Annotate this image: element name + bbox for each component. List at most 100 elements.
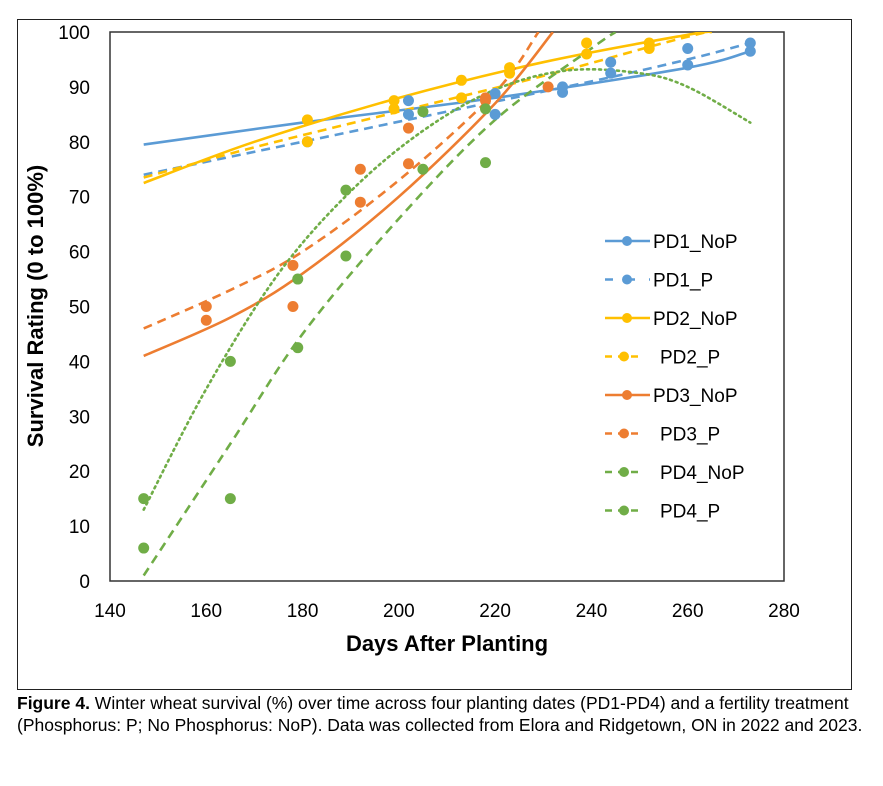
x-tick-label: 280 (768, 601, 800, 622)
point-pd4-p (138, 542, 150, 554)
point-pd3-nop (542, 81, 554, 93)
trendline-pd4-p (142, 32, 617, 577)
y-tick-label: 80 (69, 133, 90, 154)
trendline-pd2-p (143, 32, 708, 179)
y-axis-label: Survival Rating (0 to 100%) (23, 165, 48, 447)
legend-label: PD1_P (653, 271, 713, 292)
point-pd3-nop (287, 301, 299, 312)
figure-caption: Figure 4. Winter wheat survival (%) over… (17, 692, 867, 736)
x-axis-label: Days After Planting (346, 631, 548, 656)
trendline-pd1-p (143, 41, 751, 177)
point-pd2-nop (581, 37, 593, 49)
x-tick-label: 200 (383, 601, 415, 622)
point-pd1-p (605, 67, 617, 79)
y-tick-label: 10 (69, 517, 90, 538)
point-pd2-nop (301, 114, 313, 126)
point-pd2-p (643, 42, 655, 54)
point-pd4-p (340, 250, 352, 262)
point-pd3-p (200, 301, 212, 312)
point-pd1-nop (605, 56, 617, 68)
point-pd2-p (301, 136, 313, 148)
legend-item-pd2-p: PD2_P (605, 348, 720, 369)
chart: 140 160 180 200 220 240 260 280 0 10 20 30 40 50 60 70 8… (23, 23, 800, 656)
point-pd4-p (292, 342, 304, 354)
point-pd2-p (388, 103, 400, 115)
x-tick-label: 240 (576, 601, 608, 622)
point-pd4-nop (480, 103, 492, 115)
caption-label: Figure 4. (17, 693, 90, 713)
legend-swatch-marker (619, 351, 629, 362)
x-tick-label: 140 (94, 601, 126, 622)
y-tick-label: 30 (69, 407, 90, 428)
y-tick-label: 90 (69, 78, 90, 99)
legend-swatch-marker (622, 390, 632, 400)
legend-label: PD3_P (660, 425, 720, 446)
x-tick-label: 220 (479, 601, 511, 622)
point-pd4-p (417, 163, 429, 175)
point-pd4-nop (292, 273, 304, 285)
point-pd4-nop (417, 106, 429, 118)
point-pd2-nop (455, 74, 467, 86)
point-pd1-p (489, 87, 501, 99)
point-pd1-nop (402, 95, 414, 107)
y-tick-label: 100 (58, 23, 90, 44)
point-pd1-nop (682, 59, 694, 71)
legend-swatch-marker (619, 428, 629, 439)
plot-area (109, 31, 785, 582)
y-tick-label: 20 (69, 462, 90, 483)
point-pd3-p (402, 122, 414, 134)
y-tick-label: 50 (69, 298, 90, 319)
legend-swatch-marker (622, 313, 632, 323)
legend-swatch-marker (622, 236, 632, 246)
point-pd1-p (557, 81, 569, 93)
point-pd4-p (480, 157, 492, 169)
legend-item-pd3-p: PD3_P (605, 425, 720, 446)
y-tick-label: 40 (69, 352, 90, 373)
point-pd2-p (581, 48, 593, 60)
legend-swatch-marker (622, 274, 632, 285)
point-pd1-p (744, 37, 756, 49)
legend-item-pd4-nop: PD4_NoP (605, 463, 745, 484)
point-pd3-p (354, 163, 366, 175)
trendline-pd2-nop (143, 32, 712, 185)
point-pd4-nop (224, 355, 236, 367)
x-tick-label: 260 (672, 601, 704, 622)
point-pd4-p (224, 493, 236, 505)
y-tick-label: 60 (69, 243, 90, 264)
point-pd3-nop (354, 196, 366, 208)
point-pd4-nop (340, 184, 352, 196)
figure-frame (17, 19, 852, 690)
point-pd1-p (402, 108, 414, 120)
legend-label: PD1_NoP (653, 232, 738, 253)
point-pd3-nop (402, 158, 414, 170)
legend-label: PD2_NoP (653, 309, 738, 330)
x-tick-label: 180 (287, 601, 319, 622)
legend-swatch-marker (619, 467, 629, 477)
point-pd3-nop (200, 314, 212, 326)
legend-label: PD3_NoP (653, 386, 738, 407)
point-pd1-nop (744, 45, 756, 57)
point-pd2-p (455, 92, 467, 104)
point-pd1-nop (489, 108, 501, 120)
legend-item-pd1-p: PD1_P (605, 271, 713, 292)
legend-label: PD4_NoP (660, 463, 745, 484)
point-pd2-nop (388, 95, 400, 107)
point-pd1-p (682, 42, 694, 54)
x-tick-label: 160 (190, 601, 222, 622)
trendline-pd4-nop (142, 68, 752, 511)
point-pd2-p (504, 67, 516, 79)
legend-item-pd4-p: PD4_P (605, 502, 720, 523)
legend-label: PD2_P (660, 348, 720, 369)
legend-item-pd1-nop: PD1_NoP (605, 232, 738, 253)
legend-item-pd2-nop: PD2_NoP (605, 309, 738, 330)
caption-text: Winter wheat survival (%) over time acro… (17, 693, 863, 735)
trendline-pd3-nop (143, 32, 554, 358)
point-pd3-p (480, 95, 492, 107)
point-pd3-p (287, 259, 299, 271)
legend-label: PD4_P (660, 502, 720, 523)
y-tick-label: 70 (69, 188, 90, 209)
point-pd4-nop (138, 493, 150, 505)
legend-item-pd3-nop: PD3_NoP (605, 386, 738, 407)
y-tick-label: 0 (79, 572, 90, 593)
legend-swatch-marker (619, 505, 629, 516)
